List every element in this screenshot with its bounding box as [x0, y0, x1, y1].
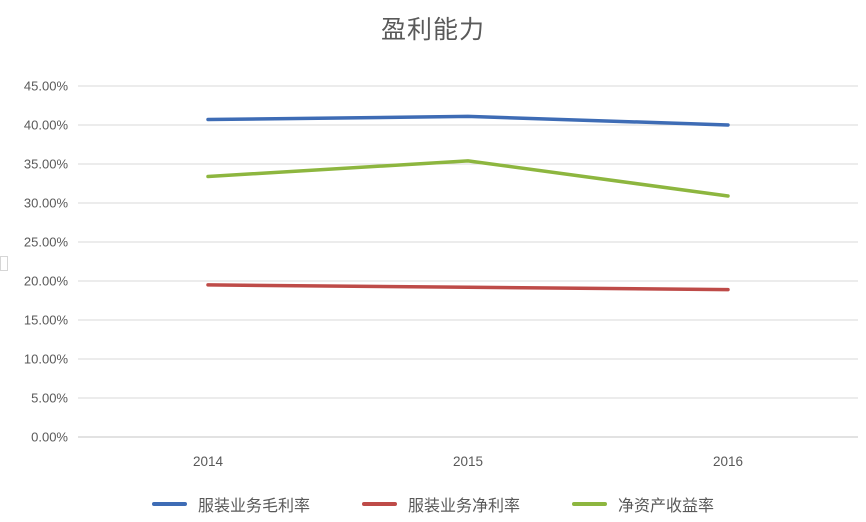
x-axis-tick-label: 2015: [453, 454, 483, 469]
legend-label: 服装业务净利率: [407, 498, 520, 515]
y-axis-tick-label: 30.00%: [24, 196, 69, 211]
series-line-1[interactable]: [206, 283, 730, 292]
series-line-2[interactable]: [206, 159, 730, 198]
y-axis-tick-label: 45.00%: [24, 79, 69, 94]
y-axis-tick-label: 20.00%: [24, 274, 69, 289]
plot-area[interactable]: 45.00% 40.00% 35.00% 30.00% 25.00% 20.00% 15.0…: [0, 0, 866, 480]
legend: 服装业务毛利率 服装业务净利率 净资产收益率: [0, 492, 866, 516]
y-axis-tick-label: 5.00%: [31, 391, 68, 406]
y-axis-tick-label: 35.00%: [24, 157, 69, 172]
chart-title: 盈利能力: [380, 16, 485, 44]
y-axis-tick-label: 40.00%: [24, 118, 69, 133]
y-axis-tick-label: 25.00%: [24, 235, 69, 250]
legend-item-1[interactable]: 服装业务净利率: [361, 492, 520, 516]
y-axis-title-box: [0, 256, 8, 271]
y-axis-tick-label: 10.00%: [24, 352, 69, 367]
x-axis-tick-label: 2014: [193, 454, 224, 469]
legend-item-2[interactable]: 净资产收益率: [572, 492, 714, 516]
y-axis-tick-label: 0.00%: [31, 430, 68, 445]
y-axis-tick-label: 15.00%: [24, 313, 69, 328]
legend-label: 净资产收益率: [618, 498, 715, 515]
legend-line-swatch-icon: [151, 502, 187, 506]
legend-label: 服装业务毛利率: [197, 498, 310, 515]
legend-line-swatch-icon: [361, 502, 397, 506]
legend-line-swatch-icon: [572, 502, 607, 506]
legend-item-0[interactable]: 服装业务毛利率: [151, 492, 310, 516]
series-line-0[interactable]: [206, 114, 730, 127]
x-axis-tick-label: 2016: [713, 454, 743, 469]
